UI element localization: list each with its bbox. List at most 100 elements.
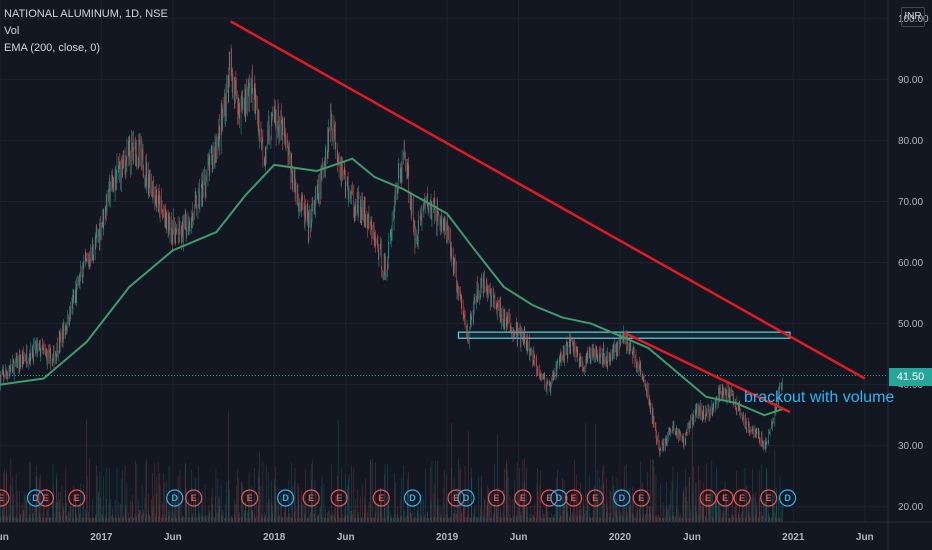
marker-circle: [447, 489, 465, 507]
ema-legend[interactable]: EMA (200, close, 0): [4, 42, 100, 54]
earnings-marker[interactable]: E: [330, 489, 348, 507]
marker-letter: D: [172, 493, 179, 503]
price-tick-label: 100.00: [898, 14, 929, 25]
earnings-marker[interactable]: E: [68, 489, 86, 507]
marker-letter: E: [722, 493, 728, 503]
marker-circle: [550, 489, 568, 507]
earnings-marker[interactable]: E: [716, 489, 734, 507]
earnings-marker[interactable]: E: [760, 489, 778, 507]
time-tick-label: 2020: [609, 532, 632, 543]
marker-letter: D: [409, 493, 416, 503]
dividend-marker[interactable]: D: [403, 489, 422, 507]
marker-circle: [514, 489, 532, 507]
earnings-marker[interactable]: E: [240, 489, 259, 507]
marker-letter: E: [378, 493, 384, 503]
grid: [0, 0, 888, 522]
marker-letter: E: [592, 493, 598, 503]
ema-line: [0, 157, 784, 417]
marker-circle: [540, 489, 558, 507]
dividend-marker[interactable]: D: [26, 489, 45, 507]
marker-circle: [276, 489, 295, 507]
chart-legend: NATIONAL ALUMINUM, 1D, NSE Vol EMA (200,…: [4, 6, 168, 57]
trendline: [623, 331, 791, 414]
earnings-marker[interactable]: E: [372, 489, 390, 507]
marker-letter: D: [463, 493, 470, 503]
price-tick-label: 70.00: [898, 197, 923, 208]
marker-circle: [36, 489, 55, 507]
earnings-marker[interactable]: E: [564, 489, 583, 507]
currency-label[interactable]: INR: [901, 7, 925, 27]
marker-letter: E: [766, 493, 772, 503]
price-tick-label: 20.00: [898, 502, 923, 513]
dividend-marker[interactable]: D: [550, 489, 568, 507]
marker-letter: D: [619, 493, 626, 503]
time-tick-label: 2019: [436, 532, 459, 543]
marker-circle: [185, 489, 203, 507]
marker-letter: E: [571, 493, 577, 503]
marker-circle: [166, 489, 184, 507]
marker-circle: [372, 489, 390, 507]
earnings-marker[interactable]: E: [733, 489, 751, 507]
marker-letter: E: [546, 493, 552, 503]
symbol-title[interactable]: NATIONAL ALUMINUM, 1D, NSE: [4, 8, 168, 20]
earnings-marker[interactable]: E: [540, 489, 558, 507]
marker-letter: D: [282, 493, 289, 503]
earnings-marker[interactable]: E: [447, 489, 465, 507]
marker-circle: [457, 489, 475, 507]
ema-series-line: [0, 157, 784, 417]
marker-letter: E: [453, 493, 459, 503]
marker-letter: E: [0, 493, 4, 503]
marker-circle: [68, 489, 86, 507]
dividend-marker[interactable]: D: [457, 489, 475, 507]
marker-circle: [26, 489, 45, 507]
time-tick-label: Jun: [0, 532, 9, 543]
price-tick-label: 80.00: [898, 136, 923, 147]
marker-circle: [564, 489, 583, 507]
marker-circle: [586, 489, 604, 507]
earnings-marker[interactable]: E: [185, 489, 203, 507]
marker-circle: [613, 489, 631, 507]
marker-circle: [0, 489, 10, 507]
marker-circle: [699, 489, 717, 507]
marker-circle: [778, 489, 797, 507]
time-axis: Jun 2017 Jun 2018 Jun 2019 Jun 2020 Jun 2021 Jun: [0, 532, 874, 543]
price-axis: 100.0090.0080.0070.0060.0050.0040.0030.0…: [898, 14, 929, 513]
marker-circle: [330, 489, 348, 507]
dividend-marker[interactable]: D: [276, 489, 295, 507]
earnings-marker[interactable]: E: [632, 489, 650, 507]
marker-letter: E: [739, 493, 745, 503]
dividend-marker[interactable]: D: [613, 489, 631, 507]
earnings-marker[interactable]: E: [514, 489, 532, 507]
earnings-marker[interactable]: E: [36, 489, 55, 507]
marker-circle: [302, 489, 320, 507]
marker-letter: E: [308, 493, 314, 503]
marker-letter: E: [74, 493, 80, 503]
dividend-marker[interactable]: D: [166, 489, 184, 507]
dividend-marker[interactable]: D: [778, 489, 797, 507]
trendline: [230, 20, 866, 380]
time-tick-label: Jun: [510, 532, 528, 543]
time-tick-label: 2021: [782, 532, 805, 543]
marker-letter: E: [705, 493, 711, 503]
trendlines: [230, 20, 866, 414]
earnings-marker[interactable]: E: [699, 489, 717, 507]
earnings-marker[interactable]: E: [586, 489, 604, 507]
time-tick-label: 2018: [263, 532, 286, 543]
marker-letter: E: [336, 493, 342, 503]
earnings-marker[interactable]: E: [487, 489, 505, 507]
price-series: [0, 44, 783, 457]
marker-letter: D: [784, 493, 791, 503]
marker-circle: [733, 489, 751, 507]
earnings-marker[interactable]: E: [302, 489, 320, 507]
price-tick-label: 60.00: [898, 258, 923, 269]
time-tick-label: Jun: [164, 532, 182, 543]
earnings-marker[interactable]: E: [0, 489, 10, 507]
last-price-tag: 41.50: [889, 368, 932, 386]
marker-circle: [403, 489, 422, 507]
price-tick-label: 30.00: [898, 441, 923, 452]
marker-circle: [632, 489, 650, 507]
marker-letter: E: [247, 493, 253, 503]
volume-legend[interactable]: Vol: [4, 25, 20, 37]
